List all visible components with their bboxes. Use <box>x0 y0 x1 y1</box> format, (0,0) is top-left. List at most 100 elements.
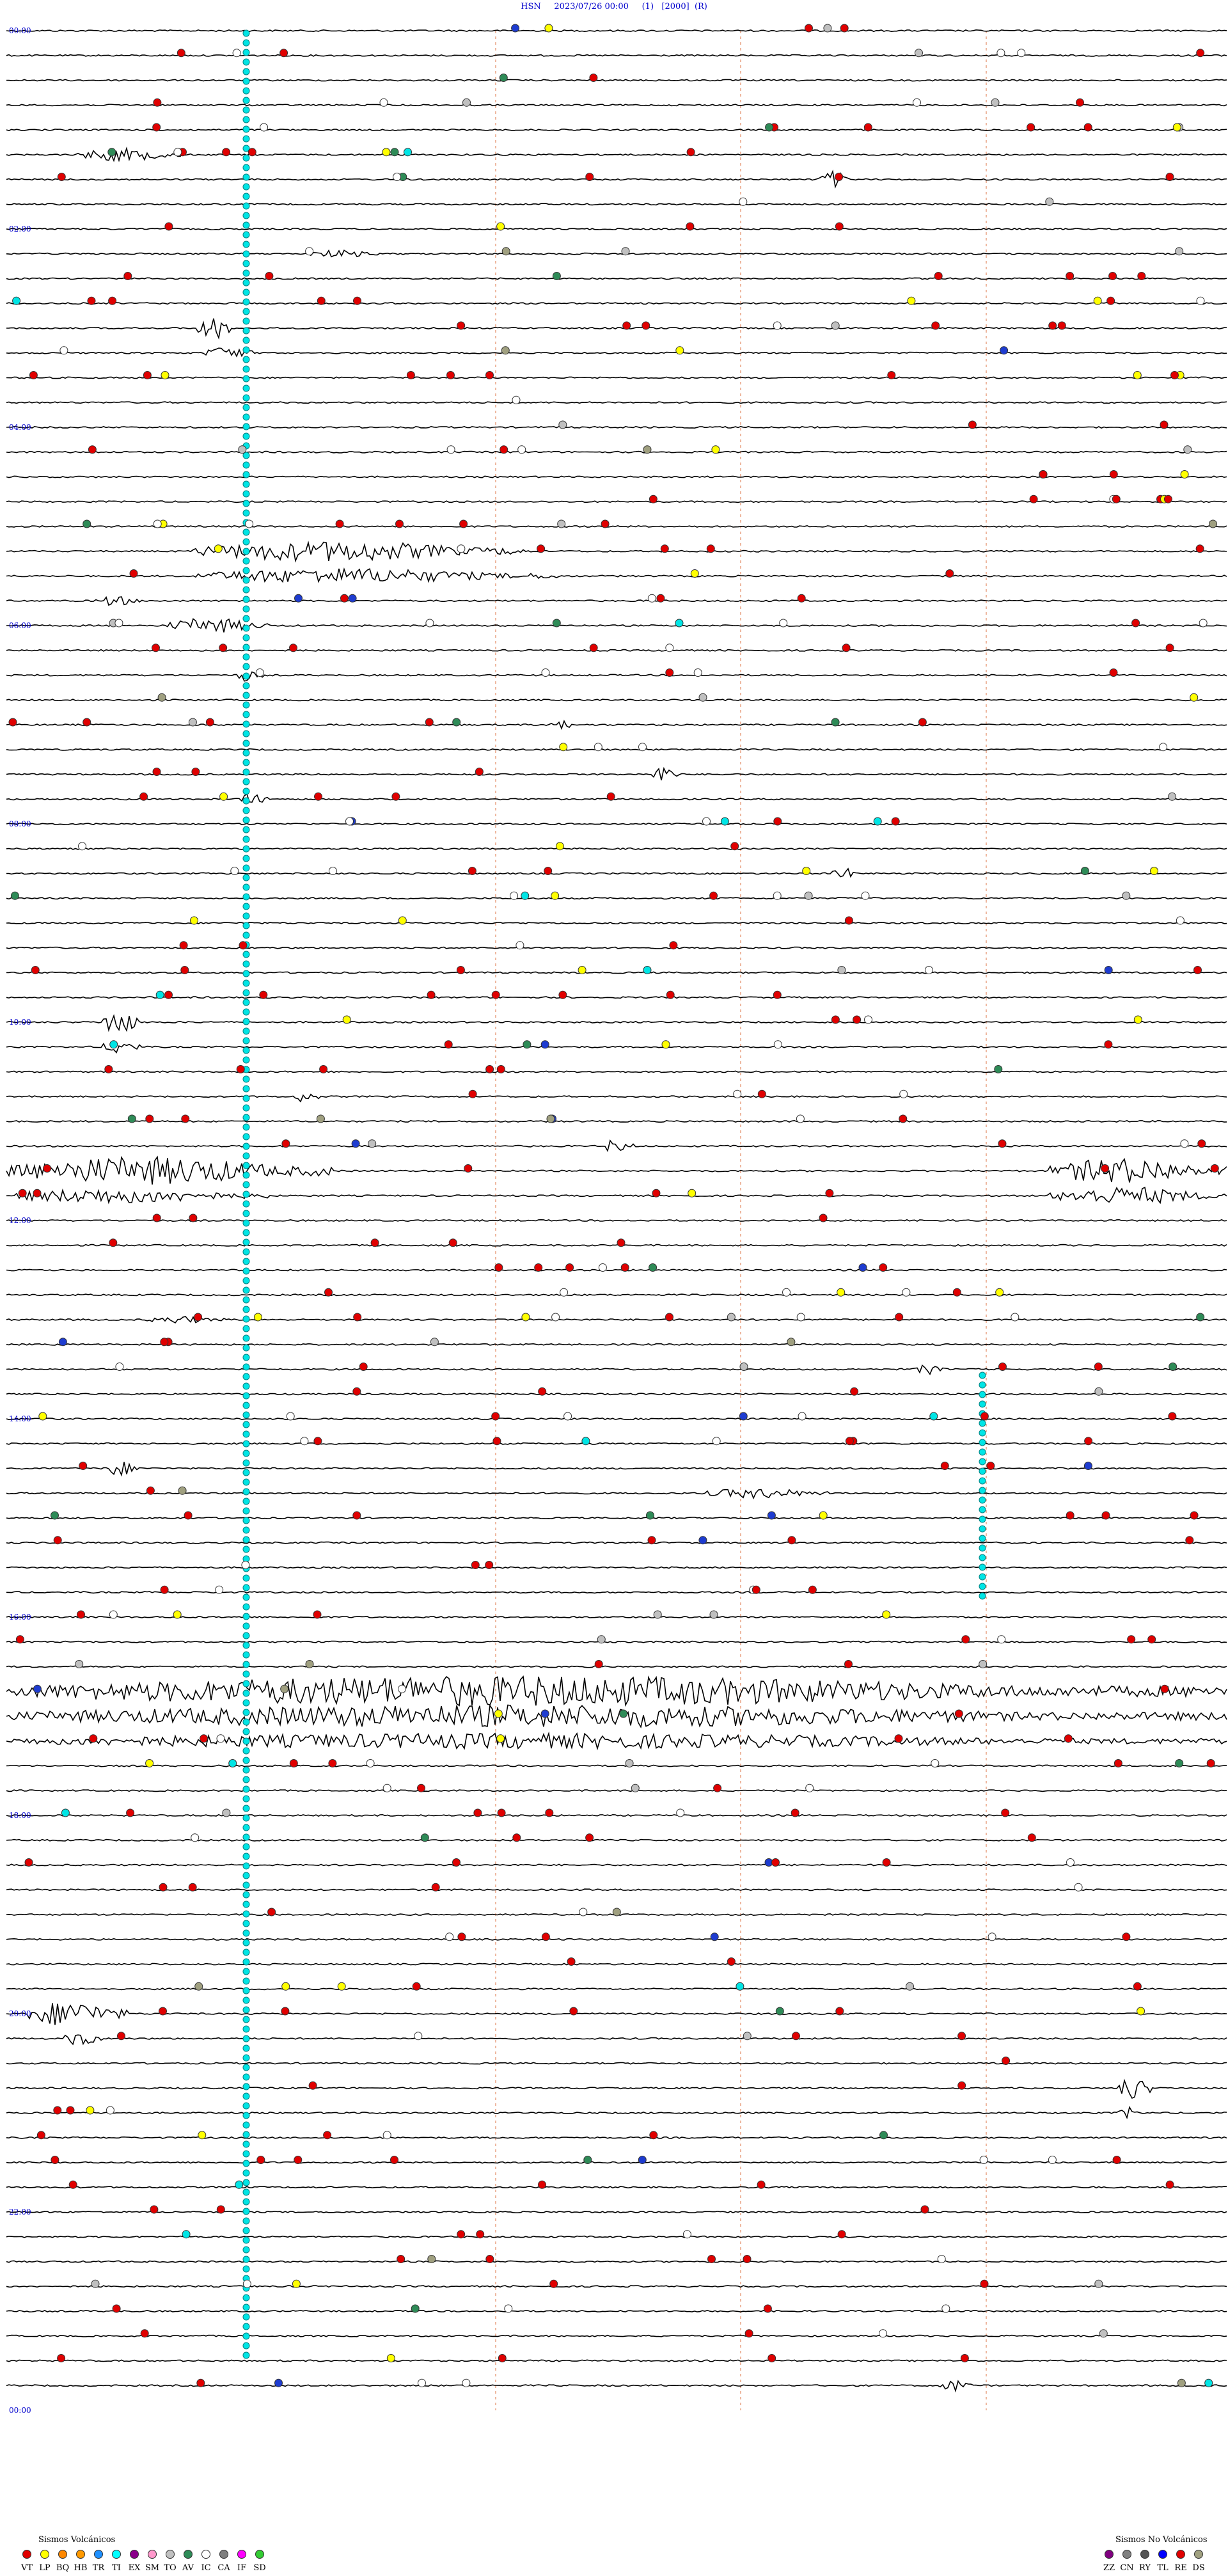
event-marker-lp <box>219 792 228 801</box>
event-marker-tl <box>858 1263 867 1272</box>
event-marker-vt <box>998 1139 1007 1148</box>
event-marker-ti <box>242 1651 250 1659</box>
event-marker-ic <box>805 1783 814 1792</box>
trace-line <box>6 1541 1227 1544</box>
event-marker-vt <box>317 296 326 305</box>
event-marker-vt <box>1109 470 1118 478</box>
event-marker-vt <box>853 1015 862 1024</box>
event-marker-ti <box>242 2217 250 2225</box>
event-marker-ic <box>457 544 466 553</box>
event-marker-vt <box>200 1734 209 1743</box>
event-marker-ti <box>242 1680 250 1687</box>
channel-index: (1) <box>642 2 654 12</box>
event-marker-vt <box>707 2255 716 2263</box>
trace-line <box>6 1704 1227 1728</box>
event-marker-ic <box>510 891 519 900</box>
event-marker-vt <box>960 2354 969 2362</box>
event-marker-ti <box>242 212 250 219</box>
event-marker-ti <box>979 1381 986 1389</box>
event-marker-ti <box>242 221 250 229</box>
event-marker-lp <box>578 966 586 974</box>
event-marker-lp <box>86 2106 95 2115</box>
event-marker-ti <box>242 1075 250 1083</box>
event-marker-vt <box>709 891 718 900</box>
legend-swatch-sm <box>148 2550 157 2559</box>
event-marker-lp <box>161 371 169 379</box>
event-marker-ti <box>242 1402 250 1409</box>
event-marker-ti <box>242 960 250 968</box>
event-marker-ic <box>796 1114 805 1123</box>
event-marker-tl <box>767 1511 776 1520</box>
event-marker-ti <box>242 1536 250 1544</box>
legend-code-ic: IC <box>201 2563 210 2573</box>
event-marker-ic <box>931 1759 940 1767</box>
event-marker-tl <box>540 1709 549 1718</box>
event-marker-tl <box>710 1932 719 1941</box>
trace-line <box>6 2359 1227 2362</box>
event-marker-vt <box>471 1561 480 1569</box>
event-marker-vt <box>1083 123 1092 132</box>
event-marker-ti <box>242 1785 250 1793</box>
event-marker-ic <box>638 743 647 752</box>
event-marker-lp <box>690 569 699 578</box>
event-marker-vt <box>53 2106 62 2115</box>
trace-line <box>6 318 1227 340</box>
event-marker-ti <box>242 1190 250 1198</box>
event-marker-ti <box>242 336 250 344</box>
event-marker-av <box>1080 867 1089 875</box>
event-marker-ti <box>242 432 250 440</box>
event-marker-vt <box>43 1164 52 1173</box>
event-marker-vt <box>159 2007 167 2016</box>
event-marker-ti <box>242 1306 250 1313</box>
event-marker-ic <box>563 1412 572 1421</box>
event-marker-ti <box>242 864 250 872</box>
event-marker-ti <box>242 2083 250 2090</box>
event-marker-ti <box>12 296 21 305</box>
event-marker-ic <box>516 941 524 950</box>
event-marker-ti <box>242 116 250 123</box>
event-marker-ti <box>404 148 412 157</box>
event-marker-ti <box>242 979 250 987</box>
trace-line <box>6 2235 1227 2238</box>
event-marker-vt <box>390 2156 398 2164</box>
trace-line <box>6 1489 1227 1500</box>
legend-code-ds: DS <box>1192 2563 1204 2573</box>
trace-line <box>6 1640 1227 1643</box>
event-marker-ti <box>979 1477 986 1485</box>
event-marker-vt <box>541 1932 550 1941</box>
event-marker-vt <box>160 1338 169 1347</box>
event-marker-vt <box>1197 1139 1206 1148</box>
event-marker-lp <box>214 544 223 553</box>
event-marker-ti <box>242 989 250 997</box>
legend-code-ex: EX <box>129 2563 141 2573</box>
event-marker-vt <box>425 718 434 727</box>
event-marker-ti <box>521 891 530 900</box>
event-marker-vt <box>1160 1684 1169 1693</box>
event-marker-ti <box>242 1238 250 1246</box>
event-marker-ti <box>242 1507 250 1515</box>
event-marker-lp <box>337 1982 346 1991</box>
event-marker-ti <box>242 2323 250 2330</box>
event-marker-vt <box>961 1635 970 1644</box>
event-marker-vt <box>289 1759 298 1767</box>
event-marker-ds <box>546 1114 555 1123</box>
event-marker-ti <box>242 2313 250 2321</box>
event-marker-vt <box>1101 1511 1110 1520</box>
event-marker-av <box>390 148 399 157</box>
event-marker-vt <box>194 1313 203 1322</box>
event-marker-vt <box>773 817 782 826</box>
event-marker-vt <box>256 2156 265 2164</box>
event-marker-av <box>83 519 91 528</box>
event-marker-ti <box>242 2073 250 2081</box>
event-marker-ti <box>242 241 250 248</box>
event-marker-vt <box>468 867 476 875</box>
event-marker-ti <box>242 1056 250 1064</box>
event-marker-vt <box>1109 668 1118 677</box>
event-marker-ti <box>242 145 250 152</box>
event-marker-ic <box>191 1833 200 1842</box>
event-marker-vt <box>894 1734 903 1743</box>
event-marker-vt <box>835 2007 844 2016</box>
event-marker-lp <box>253 1313 262 1322</box>
event-marker-vt <box>159 1883 168 1892</box>
event-marker-lp <box>1150 867 1158 875</box>
